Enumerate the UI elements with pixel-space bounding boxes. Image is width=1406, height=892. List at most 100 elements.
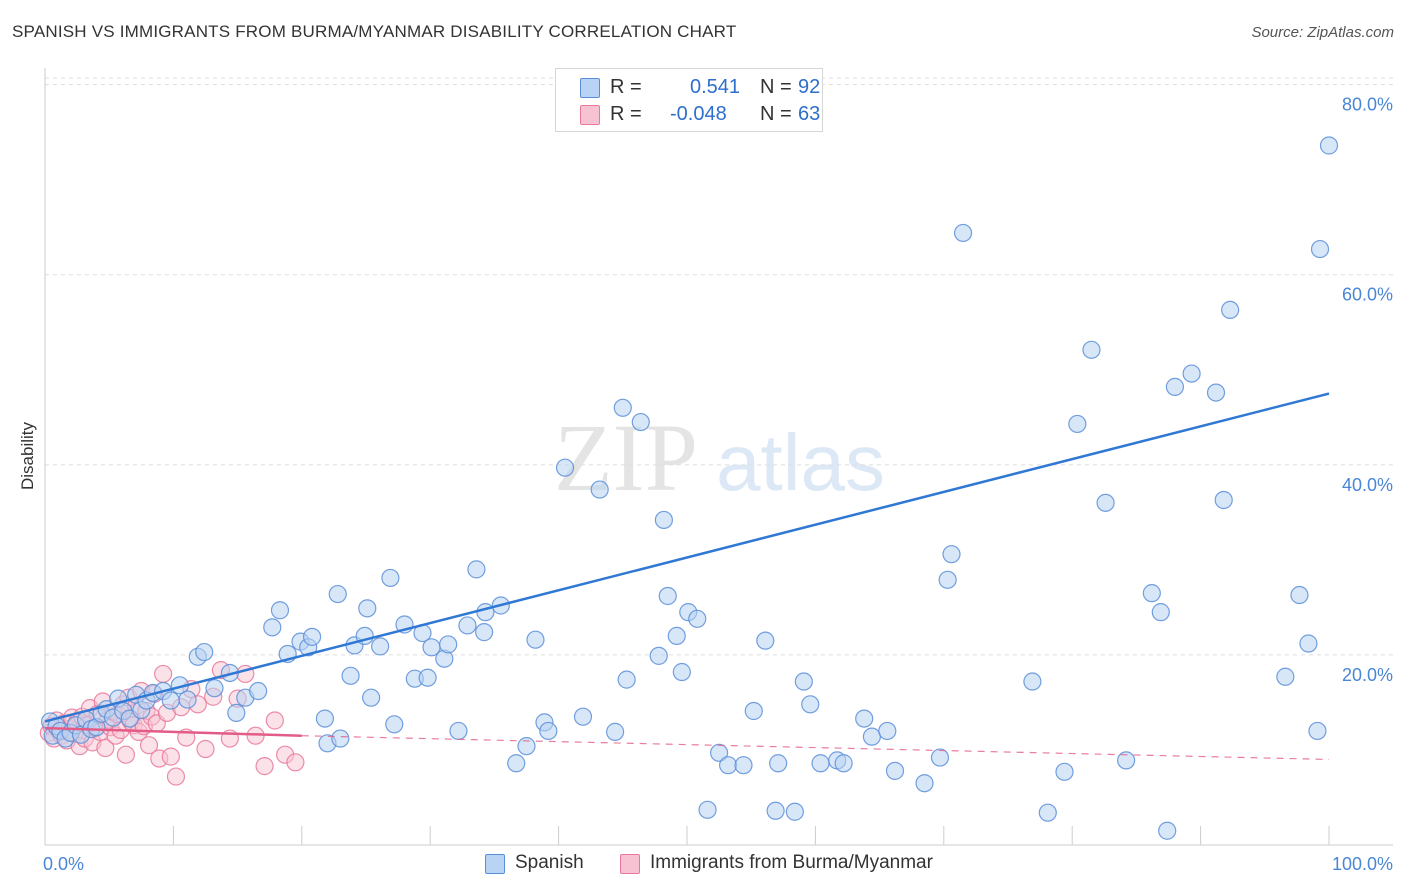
legend-n-label: N = (760, 76, 792, 98)
spanish-point (785, 802, 804, 821)
bottom-legend-swatch-burma (620, 854, 640, 874)
trend-lines (44, 392, 1330, 761)
spanish-point (734, 756, 753, 775)
y-tick-label: 60.0% (1342, 285, 1393, 305)
zipatlas-watermark: ZIP atlas (554, 404, 885, 511)
spanish-point (590, 480, 609, 499)
spanish-point (439, 635, 458, 654)
burma-point (96, 738, 115, 758)
burma-point (255, 757, 274, 776)
spanish-point (658, 586, 677, 606)
bottom-legend-label-burma: Immigrants from Burma/Myanmar (650, 852, 933, 873)
spanish-point (555, 458, 575, 477)
burma-point (265, 711, 284, 730)
legend-r-label: R = (610, 103, 642, 125)
legend-n-value: 92 (798, 76, 821, 98)
spanish-point (517, 737, 536, 756)
legend-r-value: 0.541 (690, 76, 741, 98)
spanish-point (328, 584, 347, 604)
spanish-point (507, 754, 526, 773)
spanish-point (915, 774, 934, 793)
spanish-point (709, 743, 729, 762)
y-tick-label: 40.0% (1342, 475, 1393, 495)
spanish-point (688, 609, 707, 628)
spanish-point (418, 668, 437, 687)
spanish-point (475, 623, 494, 642)
spanish-point (315, 709, 335, 728)
spanish-point (718, 756, 738, 775)
spanish-point (1182, 364, 1201, 383)
spanish-point (769, 754, 788, 773)
spanish-point (617, 670, 636, 689)
spanish-point (938, 570, 957, 589)
y-tick-label: 80.0% (1342, 95, 1393, 115)
spanish-point (1276, 667, 1295, 686)
spanish-point (744, 701, 763, 721)
spanish-point (885, 761, 905, 780)
spanish-point (331, 729, 350, 748)
spanish-point (1299, 634, 1318, 653)
spanish-point (862, 727, 881, 746)
spanish-point (766, 801, 785, 820)
burma-point (286, 753, 305, 772)
spanish-point (1214, 490, 1233, 510)
spanish-point (263, 618, 282, 637)
spanish-point (1068, 414, 1087, 434)
spanish-point (942, 545, 961, 564)
spanish-point (270, 601, 290, 620)
spanish-point (178, 690, 197, 709)
spanish-point (801, 695, 820, 714)
spanish-point (1117, 751, 1136, 770)
spanish-point (811, 754, 830, 773)
burma-point (139, 736, 159, 755)
watermark-atlas: atlas (716, 418, 885, 507)
spanish-point (1142, 584, 1161, 603)
spanish-point (654, 510, 673, 530)
spanish-point (631, 412, 650, 432)
spanish-point (698, 800, 717, 819)
x-tick-label-max: 100.0% (1332, 854, 1393, 874)
spanish-point (756, 631, 775, 650)
bottom-legend-swatch-spanish (485, 854, 505, 874)
spanish-point (667, 626, 686, 646)
spanish-point (205, 679, 224, 698)
spanish-point (539, 721, 558, 741)
spanish-point (1221, 300, 1240, 320)
spanish-point (1319, 136, 1339, 155)
spanish-point (371, 637, 390, 656)
spanish-point (1290, 585, 1309, 605)
spanish-point (672, 662, 691, 682)
spanish-trend-line (44, 392, 1330, 723)
spanish-point (249, 681, 268, 701)
spanish-point (467, 560, 486, 579)
spanish-point (458, 616, 477, 635)
spanish-point (302, 627, 322, 646)
bottom-legend-label-spanish: Spanish (515, 852, 584, 873)
legend-r-label: R = (610, 76, 642, 98)
spanish-point (341, 666, 360, 685)
spanish-point (526, 630, 545, 649)
spanish-point (953, 223, 973, 243)
legend-n-value: 63 (798, 103, 821, 125)
spanish-point (381, 568, 400, 588)
spanish-point (1096, 493, 1115, 512)
spanish-point (1151, 603, 1170, 622)
chart-title: SPANISH VS IMMIGRANTS FROM BURMA/MYANMAR… (12, 22, 737, 41)
spanish-point (855, 709, 874, 728)
spanish-point (605, 722, 625, 741)
legend-swatch-burma (580, 105, 600, 125)
x-tick-label-min: 0.0% (43, 854, 84, 874)
legend-r-value: -0.048 (670, 103, 727, 125)
correlation-legend: R = 0.541 N = 92 R = -0.048 N = 63 (555, 68, 823, 132)
burma-trend-line (44, 726, 302, 737)
spanish-point (1055, 762, 1074, 781)
burma-point (196, 739, 215, 759)
spanish-point (878, 721, 897, 741)
burma-point (116, 745, 135, 764)
spanish-point (227, 703, 246, 722)
spanish-point (1165, 377, 1185, 396)
spanish-point (1310, 239, 1330, 259)
spanish-point (161, 691, 180, 710)
y-tick-label: 20.0% (1342, 665, 1393, 685)
